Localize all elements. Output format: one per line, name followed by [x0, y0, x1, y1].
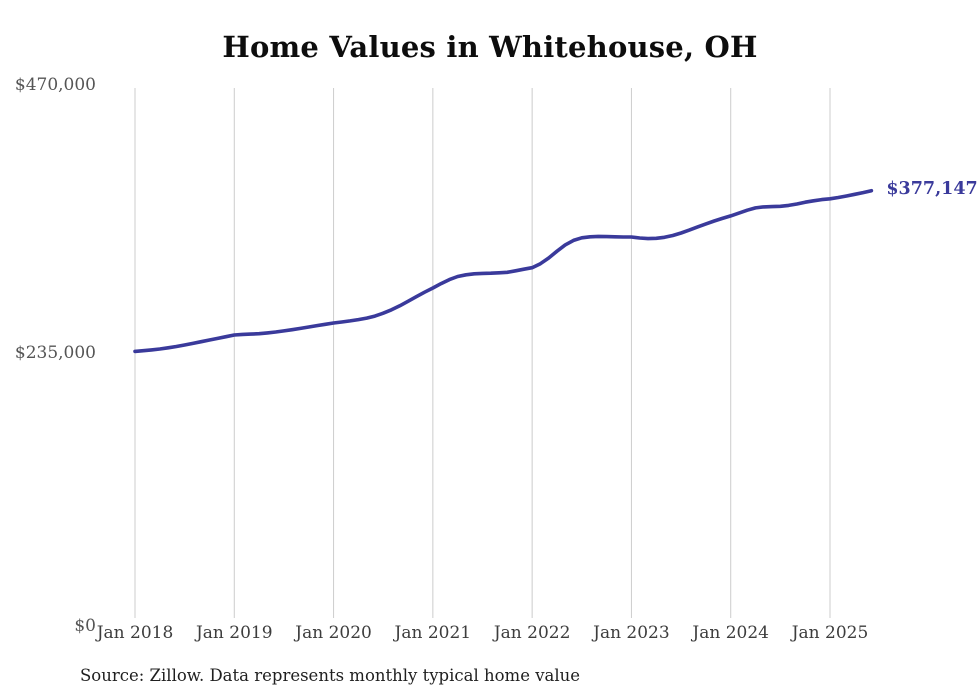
x-tick-label: Jan 2020 [295, 623, 372, 643]
y-tick-label: $0 [74, 616, 96, 636]
x-tick-label: Jan 2019 [195, 623, 273, 643]
x-tick-label: Jan 2018 [96, 623, 174, 643]
source-note: Source: Zillow. Data represents monthly … [80, 666, 581, 685]
x-tick-label: Jan 2022 [493, 623, 571, 643]
chart-title: Home Values in Whitehouse, OH [222, 30, 758, 64]
x-tick-label: Jan 2025 [791, 623, 869, 643]
home-value-line [133, 188, 874, 354]
y-tick-label: $470,000 [14, 75, 96, 95]
x-tick-label: Jan 2024 [692, 623, 769, 643]
y-tick-label: $235,000 [14, 342, 96, 363]
x-tick-label: Jan 2023 [593, 623, 670, 643]
x-tick-label: Jan 2021 [394, 623, 472, 643]
end-value-label: $377,147 [886, 178, 978, 199]
